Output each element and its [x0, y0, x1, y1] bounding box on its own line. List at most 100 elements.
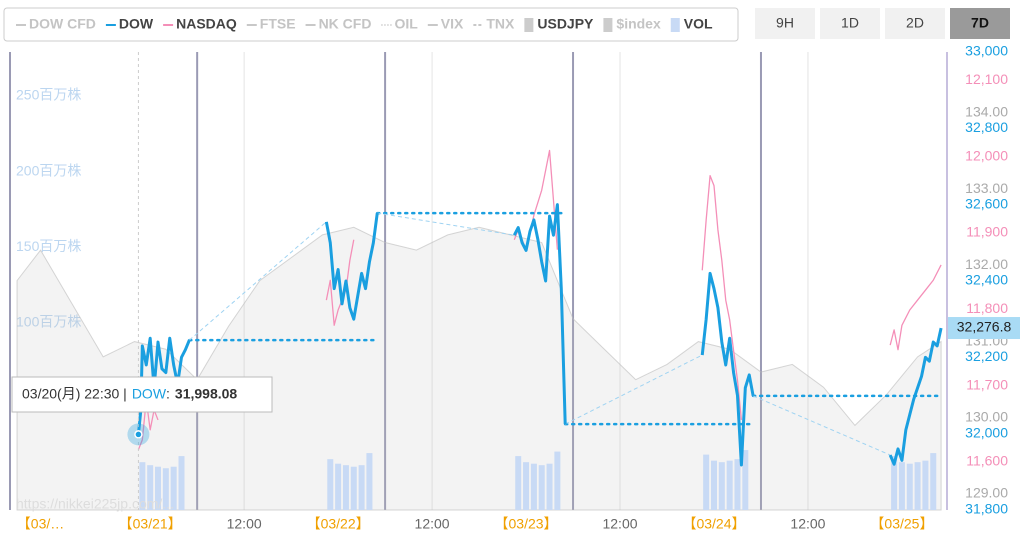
legend-item[interactable]: OIL — [381, 16, 418, 32]
legend-swatch — [670, 18, 680, 32]
tooltip: 03/20(月) 22:30 | DOW : 31,998.08 — [11, 376, 273, 413]
legend-label[interactable]: FTSE — [260, 16, 296, 32]
volume-bar — [523, 462, 530, 510]
dow-line — [136, 203, 943, 467]
gap-connector — [752, 395, 891, 456]
hover-point — [134, 430, 143, 439]
legend-label[interactable]: OIL — [394, 16, 418, 32]
legend-swatch — [603, 18, 613, 32]
volume-bar — [327, 459, 334, 510]
legend: DOW CFD DOW NASDAQ FTSE NK CFD OIL VIX TNX USDJP… — [3, 7, 739, 42]
x-tick-label: 12:00 — [227, 516, 262, 532]
x-tick-label: 【03/23】 — [495, 516, 558, 532]
legend-item[interactable]: NK CFD — [305, 16, 372, 32]
tooltip-box — [11, 376, 273, 413]
legend-label[interactable]: $index — [616, 16, 661, 32]
legend-item[interactable]: FTSE — [246, 16, 296, 32]
y-tick-label: 33,000 — [965, 43, 1008, 59]
volume-bar — [155, 466, 162, 510]
volume-bar — [147, 465, 154, 510]
gap-connector — [188, 221, 327, 341]
x-tick-label: 【03/22】 — [307, 516, 370, 532]
legend-label[interactable]: TNX — [486, 16, 515, 32]
legend-label[interactable]: VOL — [684, 16, 713, 32]
current-value-label: 32,276.8 — [957, 319, 1012, 335]
volume-bar — [515, 456, 522, 510]
range-button[interactable]: 7D — [950, 8, 1010, 39]
x-tick-label: 12:00 — [415, 516, 450, 532]
range-button[interactable]: 9H — [755, 8, 815, 39]
legend-item[interactable]: $index — [603, 16, 661, 32]
y-tick-label: 31,800 — [965, 501, 1008, 517]
gap-connector — [377, 212, 515, 236]
volume-bar — [891, 456, 898, 510]
plot-area: 【03/… 【03/21】 12:00 【03/22】 12:00 【03/23】 12:0… — [9, 43, 1020, 532]
x-tick-label: 12:00 — [602, 516, 637, 532]
range-button-bg[interactable] — [755, 8, 815, 39]
tooltip-separator: : — [166, 386, 170, 402]
x-tick-label: 【03/24】 — [682, 516, 745, 532]
y-tick-label: 134.00 — [965, 104, 1008, 120]
legend-label[interactable]: NASDAQ — [176, 16, 237, 32]
range-button-label[interactable]: 1D — [841, 15, 859, 31]
volume-bar — [914, 462, 921, 510]
volume-bar — [898, 462, 905, 510]
legend-item[interactable]: VOL — [670, 16, 713, 32]
range-button-label[interactable]: 7D — [971, 15, 989, 31]
volume-bar — [718, 462, 725, 510]
tooltip-series: DOW — [132, 386, 167, 402]
legend-item[interactable]: TNX — [473, 16, 515, 32]
legend-item[interactable]: NASDAQ — [163, 16, 237, 32]
volume-bar — [178, 456, 185, 510]
volume-bar — [726, 460, 733, 510]
y-tick-label: 32,400 — [965, 272, 1008, 288]
range-button-bg[interactable] — [950, 8, 1010, 39]
volume-bar — [170, 466, 177, 510]
volume-bar — [922, 460, 929, 510]
volume-bar — [742, 450, 749, 510]
volume-bar — [554, 451, 561, 510]
volume-bar — [350, 466, 357, 510]
legend-label[interactable]: DOW CFD — [29, 16, 96, 32]
gap-connector — [564, 354, 703, 425]
legend-label[interactable]: NK CFD — [319, 16, 372, 32]
vol-tick-label: 200百万株 — [16, 162, 81, 178]
y-tick-label: 133.00 — [965, 180, 1008, 196]
range-button-label[interactable]: 9H — [776, 15, 794, 31]
x-tick-label: 【03/25】 — [870, 516, 933, 532]
legend-label[interactable]: USDJPY — [537, 16, 594, 32]
range-buttons: 9H 1D 2D 7D — [755, 8, 1010, 39]
legend-item[interactable]: USDJPY — [524, 16, 594, 32]
x-tick-label: 【03/… — [17, 516, 64, 532]
y-tick-label: 132.00 — [965, 256, 1008, 272]
legend-swatch — [524, 18, 534, 32]
legend-label[interactable]: VIX — [441, 16, 464, 32]
legend-label[interactable]: DOW — [119, 16, 154, 32]
volume-bar — [358, 465, 365, 510]
volume-bar — [530, 463, 537, 510]
range-button-bg[interactable] — [820, 8, 880, 39]
y-tick-label: 11,700 — [966, 376, 1008, 392]
volume-bar — [162, 468, 169, 510]
legend-item[interactable]: DOW CFD — [16, 16, 96, 32]
range-button[interactable]: 2D — [885, 8, 945, 39]
volume-bar — [734, 459, 741, 510]
y-tick-label: 11,600 — [966, 453, 1008, 469]
volume-bar — [906, 463, 913, 510]
current-value-box — [948, 317, 1020, 340]
volume-bar — [139, 462, 146, 510]
range-button-label[interactable]: 2D — [906, 15, 924, 31]
range-button-bg[interactable] — [885, 8, 945, 39]
legend-item[interactable]: VIX — [427, 16, 464, 32]
volume-bar — [703, 454, 710, 510]
y-tick-label: 32,600 — [965, 195, 1008, 211]
y-tick-label: 12,000 — [965, 147, 1008, 163]
range-button[interactable]: 1D — [820, 8, 880, 39]
legend-item[interactable]: DOW — [105, 16, 154, 32]
y-tick-label: 12,100 — [965, 71, 1008, 87]
y-tick-label: 11,900 — [966, 224, 1008, 240]
tooltip-value: 31,998.08 — [175, 386, 237, 402]
y-tick-label: 130.00 — [965, 408, 1008, 424]
